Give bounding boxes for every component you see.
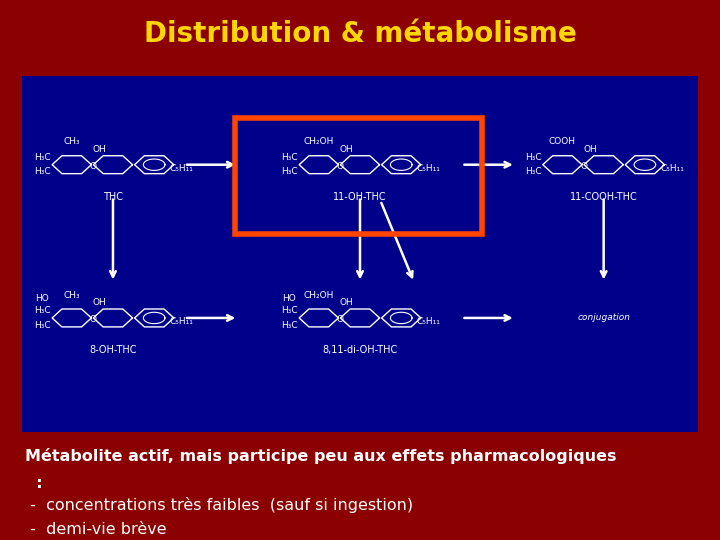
Text: :: : [25, 476, 42, 491]
Text: H₃C: H₃C [34, 153, 50, 162]
Text: CH₃: CH₃ [63, 291, 80, 300]
Text: Métabolite actif, mais participe peu aux effets pharmacologiques: Métabolite actif, mais participe peu aux… [25, 448, 617, 464]
Text: O: O [90, 162, 97, 171]
Text: 8-OH-THC: 8-OH-THC [89, 345, 137, 355]
Text: H₃C: H₃C [525, 153, 541, 162]
Text: HO: HO [282, 294, 296, 303]
Text: OH: OH [92, 145, 106, 153]
Text: C₅H₁₁: C₅H₁₁ [417, 164, 441, 173]
Text: H₃C: H₃C [281, 321, 297, 329]
Text: O: O [90, 315, 97, 324]
Text: OH: OH [339, 298, 353, 307]
Bar [235, 118, 482, 234]
Text: OH: OH [92, 298, 106, 307]
Text: 8,11-di-OH-THC: 8,11-di-OH-THC [323, 345, 397, 355]
Text: O: O [580, 162, 588, 171]
Text: 11-OH-THC: 11-OH-THC [333, 192, 387, 202]
Text: OH: OH [583, 145, 597, 153]
Text: THC: THC [103, 192, 123, 202]
Text: CH₂OH: CH₂OH [304, 137, 334, 146]
Text: -  concentrations très faibles  (sauf si ingestion): - concentrations très faibles (sauf si i… [25, 497, 413, 514]
Text: HO: HO [35, 294, 49, 303]
Text: C₅H₁₁: C₅H₁₁ [170, 164, 194, 173]
Text: H₃C: H₃C [34, 167, 50, 177]
Text: CH₃: CH₃ [63, 137, 80, 146]
Text: C₅H₁₁: C₅H₁₁ [660, 164, 684, 173]
Text: O: O [337, 162, 344, 171]
Text: H₃C: H₃C [34, 306, 50, 315]
Text: H₃C: H₃C [525, 167, 541, 177]
Text: H₃C: H₃C [281, 167, 297, 177]
Text: H₃C: H₃C [34, 321, 50, 329]
Text: COOH: COOH [549, 137, 576, 146]
Text: CH₂OH: CH₂OH [304, 291, 334, 300]
Text: OH: OH [339, 145, 353, 153]
Text: C₅H₁₁: C₅H₁₁ [170, 317, 194, 326]
Text: Distribution & métabolisme: Distribution & métabolisme [143, 19, 577, 48]
Text: -  demi-vie brève: - demi-vie brève [25, 522, 167, 537]
Text: O: O [337, 315, 344, 324]
Text: H₃C: H₃C [281, 153, 297, 162]
Text: H₃C: H₃C [281, 306, 297, 315]
Text: conjugation: conjugation [577, 313, 630, 322]
Text: 11-COOH-THC: 11-COOH-THC [570, 192, 637, 202]
Text: C₅H₁₁: C₅H₁₁ [417, 317, 441, 326]
